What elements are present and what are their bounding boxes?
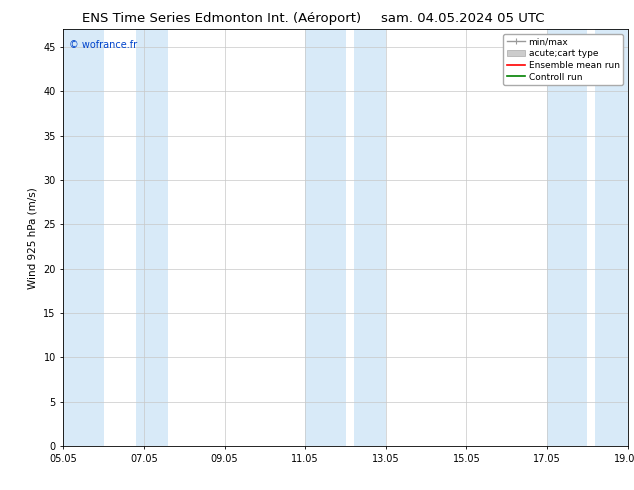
Y-axis label: Wind 925 hPa (m/s): Wind 925 hPa (m/s) <box>28 187 37 289</box>
Bar <box>63 29 104 446</box>
Bar <box>354 29 386 446</box>
Bar <box>136 29 168 446</box>
Bar <box>595 29 628 446</box>
Text: sam. 04.05.2024 05 UTC: sam. 04.05.2024 05 UTC <box>381 12 545 25</box>
Text: © wofrance.fr: © wofrance.fr <box>69 40 137 50</box>
Bar <box>305 29 346 446</box>
Bar <box>547 29 587 446</box>
Text: ENS Time Series Edmonton Int. (Aéroport): ENS Time Series Edmonton Int. (Aéroport) <box>82 12 361 25</box>
Legend: min/max, acute;cart type, Ensemble mean run, Controll run: min/max, acute;cart type, Ensemble mean … <box>503 34 623 85</box>
